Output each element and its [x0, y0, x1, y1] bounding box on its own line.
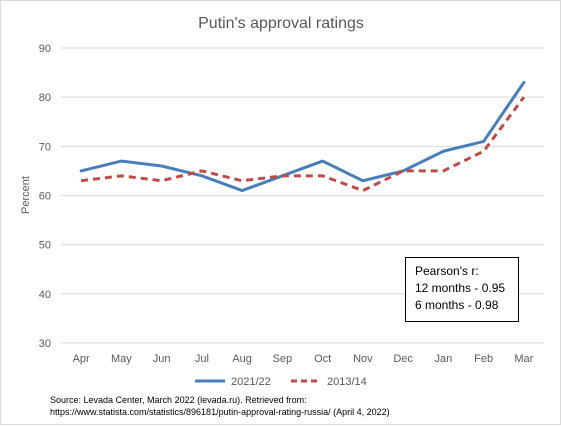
- y-tick-label: 60: [39, 191, 51, 203]
- x-tick-label: Sep: [273, 353, 293, 365]
- y-tick-label: 40: [39, 289, 51, 301]
- source-line-1: Source: Levada Center, March 2022 (levad…: [50, 395, 307, 405]
- x-axis-ticks: Apr May Jun Jul Aug Sep Oct Nov Dec Jan Feb Mar: [73, 353, 534, 365]
- series-line-2013-14: [80, 96, 526, 193]
- annotation-line-6-months: 6 months - 0.98: [415, 298, 499, 312]
- x-tick-label: Oct: [314, 353, 331, 365]
- y-tick-label: 90: [39, 43, 51, 55]
- series-lines: [79, 80, 526, 193]
- source-line-2: https://www.statista.com/statistics/8961…: [50, 407, 390, 417]
- legend-label-2013-14: 2013/14: [327, 376, 367, 388]
- x-tick-label: Aug: [232, 353, 252, 365]
- x-tick-label: May: [111, 353, 132, 365]
- x-tick-label: Nov: [353, 353, 373, 365]
- x-tick-label: Jan: [435, 353, 453, 365]
- annotation-line-12-months: 12 months - 0.95: [415, 281, 506, 295]
- y-tick-label: 80: [39, 92, 51, 104]
- gridlines: [61, 47, 544, 344]
- y-tick-label: 70: [39, 141, 51, 153]
- x-tick-label: Apr: [73, 353, 90, 365]
- legend: 2021/22 2013/14: [195, 376, 367, 388]
- y-tick-label: 50: [39, 240, 51, 252]
- x-tick-label: Jul: [195, 353, 209, 365]
- y-axis-title: Percent: [20, 176, 32, 214]
- x-tick-label: Mar: [514, 353, 533, 365]
- x-tick-label: Feb: [474, 353, 493, 365]
- y-axis-ticks: 30 40 50 60 70 80 90: [39, 43, 51, 350]
- y-tick-label: 30: [39, 338, 51, 350]
- x-tick-label: Dec: [393, 353, 413, 365]
- chart-title: Putin's approval ratings: [198, 15, 364, 32]
- x-tick-label: Jun: [153, 353, 171, 365]
- legend-label-2021-22: 2021/22: [231, 376, 271, 388]
- pearson-annotation-box: Pearson's r: 12 months - 0.95 6 months -…: [405, 257, 519, 322]
- series-line-2021-22: [79, 80, 526, 193]
- annotation-line-heading: Pearson's r:: [415, 264, 479, 278]
